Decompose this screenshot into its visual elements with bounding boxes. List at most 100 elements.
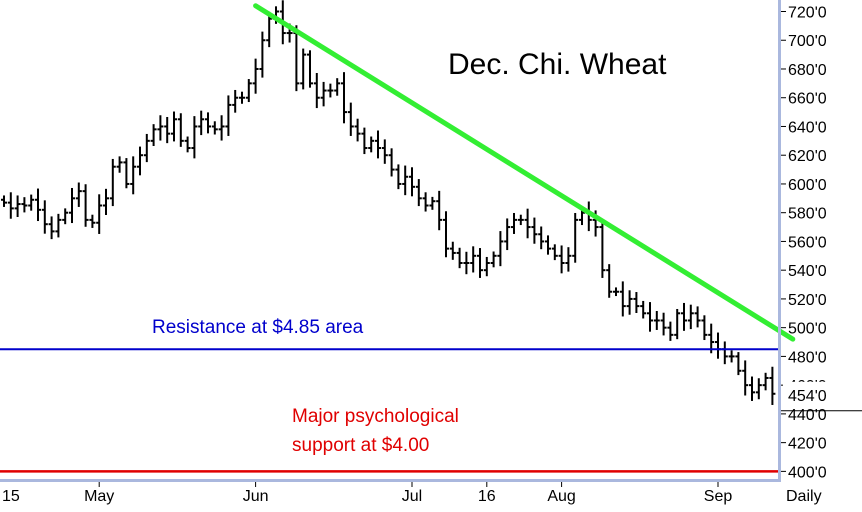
price-bar <box>633 292 640 314</box>
price-bar <box>1 195 7 207</box>
price-bar <box>354 118 361 142</box>
support-annotation-line2: support at $4.00 <box>292 435 429 456</box>
x-tick-label: Jun <box>243 488 269 505</box>
x-tick-label: 15 <box>2 488 20 505</box>
price-bar <box>681 302 687 331</box>
y-axis: 720'0 700'0 680'0 660'0 640'0 620'0 600'0 580'0… <box>781 4 827 481</box>
x-axis: 15 May Jun Jul 16 Aug Sep <box>2 482 732 505</box>
price-bar <box>109 158 116 207</box>
y-tick-label: 720'0 <box>788 4 827 21</box>
y-tick-label: 420'0 <box>788 436 827 453</box>
price-bar <box>524 208 531 239</box>
last-price-background <box>783 381 862 409</box>
price-bar <box>626 290 633 315</box>
price-bar <box>381 139 388 164</box>
price-bar <box>211 121 218 135</box>
price-bar <box>470 246 477 273</box>
y-tick-label: 660'0 <box>788 91 827 108</box>
price-bar <box>327 83 334 98</box>
price-bar <box>755 378 762 400</box>
price-bar <box>694 306 701 328</box>
y-tick-label: 440'0 <box>788 407 827 424</box>
price-bar <box>82 184 89 227</box>
price-bar <box>572 212 579 263</box>
price-bar <box>504 218 511 251</box>
price-bar <box>198 110 205 136</box>
price-bar <box>429 196 436 210</box>
y-tick-label: 620'0 <box>788 148 827 165</box>
y-tick-label: 580'0 <box>788 206 827 223</box>
price-bar <box>443 211 449 258</box>
price-bar <box>545 235 551 255</box>
price-bar <box>171 111 177 142</box>
price-bar <box>511 212 517 234</box>
price-bar <box>69 187 75 224</box>
price-bar <box>75 182 82 207</box>
axis-frame-right <box>778 0 781 482</box>
price-bar <box>409 167 415 197</box>
price-bar <box>320 81 327 107</box>
price-bar <box>653 310 660 330</box>
price-bar <box>402 165 409 196</box>
price-bar <box>259 31 266 78</box>
price-bar <box>483 256 490 277</box>
price-bar <box>245 79 252 103</box>
price-bar <box>21 197 28 213</box>
price-bar <box>422 192 429 212</box>
y-tick-label: 700'0 <box>788 33 827 50</box>
price-bar <box>48 216 55 240</box>
price-bar <box>449 241 456 260</box>
price-bar <box>599 219 606 278</box>
price-bar <box>7 192 14 219</box>
price-bar <box>749 376 755 401</box>
price-bar <box>41 200 48 234</box>
price-bar <box>205 112 211 134</box>
last-price-label: 454'0 <box>788 388 827 405</box>
price-bar <box>477 248 483 278</box>
x-tick-label: Jul <box>402 488 422 505</box>
price-bar <box>687 304 694 330</box>
price-bar <box>606 264 613 298</box>
y-tick-label: 520'0 <box>788 292 827 309</box>
price-bar <box>531 217 538 244</box>
price-bar <box>103 188 109 215</box>
price-bar <box>667 321 674 341</box>
y-tick-label: 480'0 <box>788 349 827 366</box>
chart-title: Dec. Chi. Wheat <box>448 48 667 81</box>
price-bar <box>769 366 776 405</box>
price-bar <box>463 251 470 275</box>
price-bar <box>375 130 381 159</box>
axis-frame-bottom <box>0 479 781 482</box>
price-bar <box>55 213 62 238</box>
x-tick-label: Aug <box>547 488 575 505</box>
price-bar <box>137 146 143 176</box>
price-bar <box>143 133 150 163</box>
price-bar <box>341 72 347 124</box>
y-tick-label: 640'0 <box>788 119 827 136</box>
downtrend-line <box>253 3 796 342</box>
price-bar <box>368 136 375 153</box>
y-tick-label: 600'0 <box>788 177 827 194</box>
price-bar <box>191 116 198 159</box>
x-tick-label: 16 <box>478 488 496 505</box>
price-bar <box>232 89 239 113</box>
price-bar <box>701 315 708 341</box>
price-bar <box>565 247 572 272</box>
price-bar <box>347 102 354 136</box>
price-bar <box>415 179 422 207</box>
price-bar <box>300 48 307 90</box>
period-label: Daily <box>786 488 822 505</box>
price-bar <box>735 352 742 376</box>
resistance-annotation: Resistance at $4.85 area <box>152 317 364 338</box>
price-bar <box>62 208 69 225</box>
price-bar <box>558 245 565 274</box>
price-bar <box>150 124 157 147</box>
support-annotation-line1: Major psychological <box>292 406 459 427</box>
price-bar <box>742 360 749 396</box>
price-bar <box>123 158 130 189</box>
price-bar <box>334 78 341 96</box>
plot-background <box>0 0 778 480</box>
last-price-marker: 454'0 <box>781 381 862 412</box>
price-bar <box>456 247 463 269</box>
